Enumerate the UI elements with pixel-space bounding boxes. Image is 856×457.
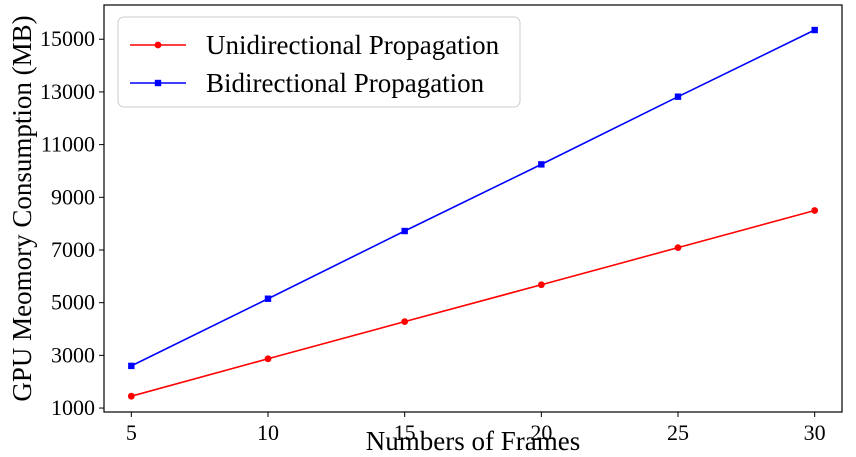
series-layer xyxy=(127,26,819,400)
data-point xyxy=(811,26,818,34)
y-axis-label: GPU Meomory Consumption (MB) xyxy=(7,15,37,401)
data-point xyxy=(674,93,682,100)
data-point xyxy=(674,244,682,252)
data-point xyxy=(811,207,819,214)
data-point xyxy=(538,161,545,168)
legend-marker xyxy=(154,79,162,87)
data-point xyxy=(401,227,408,235)
y-tick-label: 1000 xyxy=(51,395,95,420)
y-axis-ticks: 1000 3000 5000 7000 9000 11000 13000 15000 xyxy=(40,26,104,420)
y-tick-label: 13000 xyxy=(40,79,95,104)
data-point xyxy=(128,362,135,370)
data-point xyxy=(401,318,409,326)
x-axis-label: Numbers of Frames xyxy=(366,426,580,456)
data-point xyxy=(264,355,272,363)
y-tick-label: 7000 xyxy=(51,237,95,262)
legend: Unidirectional Propagation Bidirectional … xyxy=(117,16,521,108)
series-line xyxy=(131,209,815,397)
x-axis-ticks: 5 10 15 20 25 30 xyxy=(126,412,826,445)
y-tick-label: 3000 xyxy=(51,342,95,367)
legend-item: Unidirectional Propagation xyxy=(130,30,500,60)
legend-marker xyxy=(154,41,162,49)
x-tick-label: 20 xyxy=(530,420,552,445)
y-tick-label: 5000 xyxy=(51,290,95,315)
data-point xyxy=(127,392,135,400)
x-tick-label: 25 xyxy=(667,420,689,445)
data-point xyxy=(264,295,272,302)
legend-item: Bidirectional Propagation xyxy=(130,68,485,98)
y-tick-label: 11000 xyxy=(41,132,95,157)
data-point xyxy=(537,281,545,289)
y-tick-label: 15000 xyxy=(40,26,95,51)
x-tick-label: 5 xyxy=(126,420,137,445)
legend-box xyxy=(117,16,521,108)
y-tick-label: 9000 xyxy=(51,184,95,209)
legend-label: Bidirectional Propagation xyxy=(206,68,485,98)
legend-label: Unidirectional Propagation xyxy=(206,30,500,60)
x-tick-label: 10 xyxy=(257,420,279,445)
x-tick-label: 30 xyxy=(804,420,826,445)
series-line xyxy=(130,29,816,367)
plot-frame xyxy=(103,4,843,413)
series-1 xyxy=(127,207,819,400)
series-2 xyxy=(128,26,818,370)
x-tick-label: 15 xyxy=(394,420,416,445)
